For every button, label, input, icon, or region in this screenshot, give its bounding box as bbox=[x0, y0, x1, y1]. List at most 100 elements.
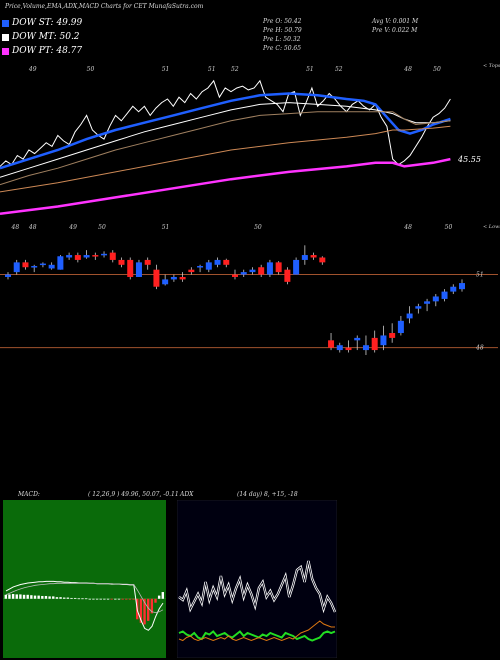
candle-body bbox=[345, 347, 352, 351]
candle-body bbox=[328, 340, 335, 348]
candle-body bbox=[354, 337, 361, 341]
bottom-label-7: 50 bbox=[445, 224, 453, 231]
legend-mt-label: DOW MT: 50.2 bbox=[12, 32, 80, 42]
candle-body bbox=[336, 345, 343, 351]
macd-histogram-bar bbox=[106, 598, 110, 600]
candle-body bbox=[249, 269, 256, 273]
macd-histogram-bar bbox=[8, 594, 11, 599]
candle-body bbox=[450, 286, 457, 292]
legend-st-swatch bbox=[2, 19, 9, 27]
macd-histogram-bar bbox=[139, 598, 143, 623]
candle-body bbox=[179, 276, 186, 280]
legend-st: DOW ST: 49.99 bbox=[2, 18, 82, 28]
candle-body bbox=[310, 255, 317, 258]
ohlc-pre-volume: Pre V: 0.022 M bbox=[372, 27, 418, 34]
candle-body bbox=[223, 259, 230, 265]
adx-panel bbox=[177, 500, 337, 658]
candle-body bbox=[66, 255, 73, 258]
macd-histogram-bar bbox=[128, 598, 132, 600]
candle-body bbox=[188, 269, 195, 273]
macd-histogram-bar bbox=[4, 594, 7, 599]
macd-histogram-bar bbox=[26, 594, 29, 599]
macd-histogram-bar bbox=[88, 598, 91, 600]
macd-histogram-bar bbox=[125, 598, 128, 600]
ohlc-high: Pre H: 50.79 bbox=[263, 27, 302, 34]
top-label-6: 52 bbox=[335, 66, 343, 73]
candle-body bbox=[39, 263, 46, 266]
macd-histogram-bar bbox=[59, 597, 62, 599]
macd-histogram-bar bbox=[81, 598, 84, 600]
macd-signal-line bbox=[5, 582, 164, 614]
candle-body bbox=[258, 267, 265, 275]
macd-histogram-bar bbox=[63, 597, 66, 599]
bottom-label-2: 49 bbox=[68, 224, 77, 231]
macd-histogram-bar bbox=[132, 598, 135, 600]
top-label-5: 51 bbox=[306, 66, 314, 73]
legend-st-label: DOW ST: 49.99 bbox=[12, 18, 83, 28]
top-label-2: 51 bbox=[162, 66, 170, 73]
price-level-label-1: 48 bbox=[475, 345, 484, 352]
macd-histogram-bar bbox=[143, 598, 146, 625]
candle-body bbox=[380, 335, 387, 346]
macd-histogram-bar bbox=[150, 598, 154, 614]
macd-histogram-bar bbox=[48, 596, 51, 599]
macd-histogram-bar bbox=[92, 598, 95, 600]
macd-histogram-bar bbox=[41, 595, 44, 599]
candle-body bbox=[205, 262, 212, 270]
corner-label-tops: < Tops bbox=[483, 63, 500, 69]
candle-body bbox=[144, 259, 151, 265]
macd-histogram-bar bbox=[11, 594, 15, 599]
legend-pt: DOW PT: 48.77 bbox=[2, 46, 82, 56]
macd-histogram-bar bbox=[103, 598, 106, 600]
ohlc-low: Pre L: 50.32 bbox=[263, 36, 301, 43]
bottom-label-0: 48 bbox=[11, 224, 20, 231]
macd-histogram-bar bbox=[19, 594, 22, 599]
top-label-8: 50 bbox=[433, 66, 441, 73]
candle-body bbox=[301, 255, 308, 260]
candle-body bbox=[214, 259, 221, 265]
legend-pt-label: DOW PT: 48.77 bbox=[12, 46, 83, 56]
corner-label-lows: < Lows bbox=[483, 224, 500, 230]
top-label-0: 49 bbox=[28, 66, 37, 73]
macd-histogram-bar bbox=[73, 597, 77, 599]
bottom-label-1: 48 bbox=[28, 224, 37, 231]
candle-body bbox=[5, 274, 11, 277]
macd-histogram-bar bbox=[66, 597, 70, 599]
price-level-label-0: 51 bbox=[476, 272, 484, 279]
macd-histogram-bar bbox=[146, 598, 150, 621]
candle-body bbox=[162, 279, 169, 285]
top-label-4: 52 bbox=[231, 66, 239, 73]
macd-histogram-bar bbox=[161, 592, 164, 599]
chart-header-title: Price,Volume,EMA,ADX,MACD Charts for CET… bbox=[5, 3, 204, 10]
macd-histogram-bar bbox=[22, 594, 26, 599]
bottom-label-5: 50 bbox=[254, 224, 262, 231]
macd-histogram-bar bbox=[154, 598, 157, 603]
candle-body bbox=[83, 255, 90, 258]
adx-background bbox=[177, 500, 337, 658]
candle-body bbox=[415, 306, 422, 309]
candle-body bbox=[371, 337, 378, 351]
candle-body bbox=[92, 255, 99, 257]
macd-label: MACD: bbox=[18, 491, 40, 498]
adx-minus-di-line bbox=[178, 620, 335, 642]
candle-body bbox=[109, 252, 116, 260]
macd-histogram-bar bbox=[114, 598, 117, 600]
candle-body bbox=[432, 296, 439, 302]
macd-histogram-bar bbox=[117, 598, 121, 600]
candle-body bbox=[101, 253, 108, 256]
candle-body bbox=[127, 259, 134, 277]
candle-body bbox=[74, 255, 81, 260]
macd-histogram-bar bbox=[99, 598, 102, 600]
candle-body bbox=[397, 320, 404, 334]
ohlc-close: Pre C: 50.65 bbox=[263, 45, 302, 52]
legend-pt-swatch bbox=[2, 47, 9, 55]
candle-body bbox=[240, 272, 247, 275]
ema-series-line-4 bbox=[0, 157, 451, 216]
candle-body bbox=[284, 269, 291, 282]
adx-label: ADX bbox=[180, 491, 194, 498]
macd-histogram-bar bbox=[44, 595, 48, 599]
macd-histogram-bar bbox=[95, 598, 99, 600]
bottom-label-4: 51 bbox=[162, 224, 170, 231]
candle-body bbox=[13, 262, 20, 273]
candle-body bbox=[118, 259, 125, 265]
